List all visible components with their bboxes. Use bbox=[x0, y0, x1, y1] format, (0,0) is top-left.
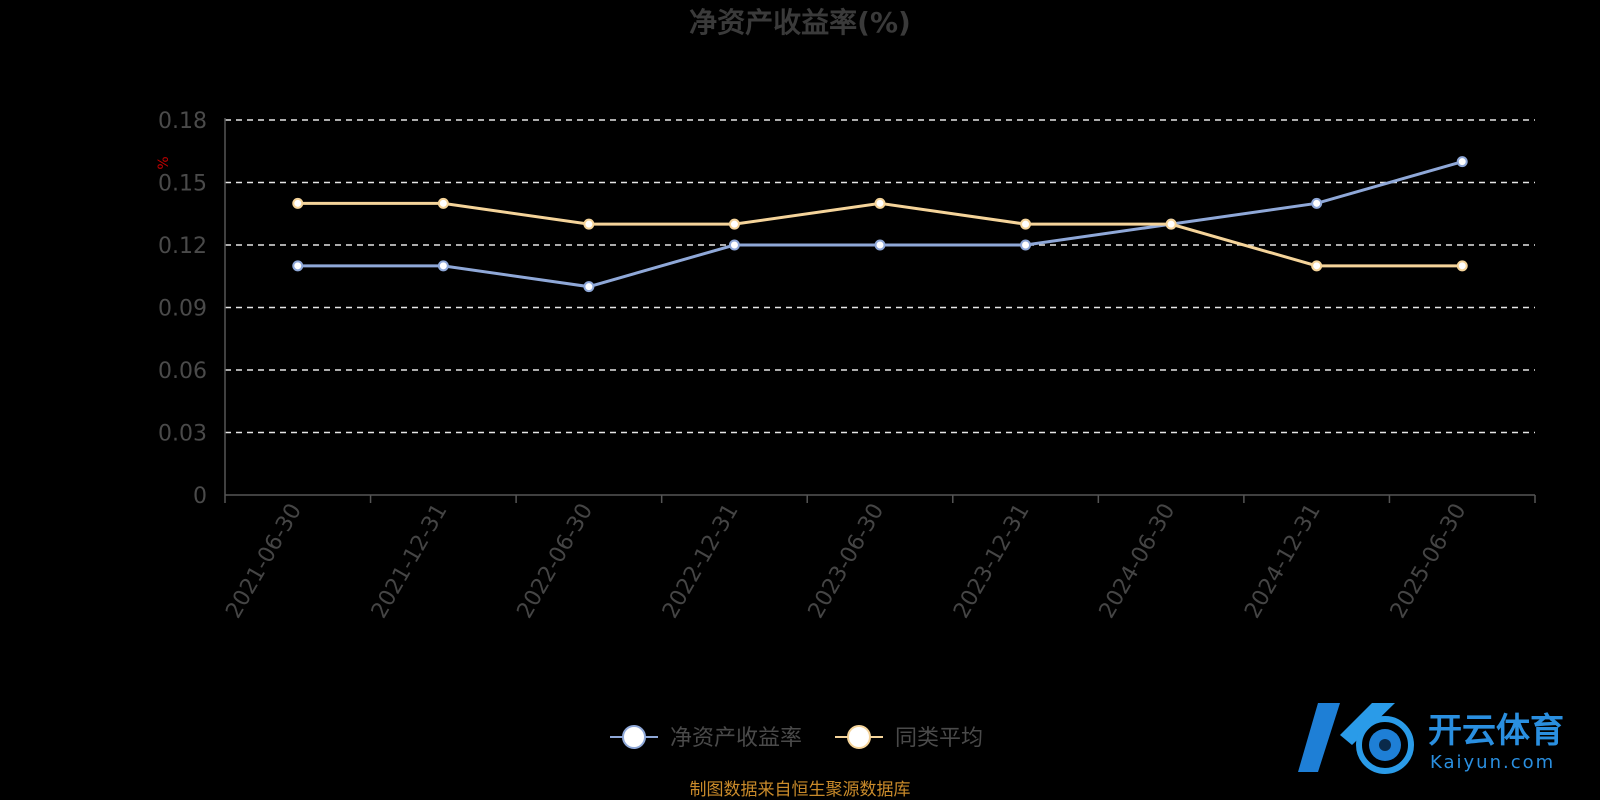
grid-lines bbox=[225, 119, 1535, 434]
x-tick-label: 2022-12-31 bbox=[658, 500, 744, 623]
series bbox=[292, 156, 1468, 293]
series-roe bbox=[292, 156, 1468, 293]
axes bbox=[224, 118, 1536, 503]
y-tick-label: 0.09 bbox=[158, 297, 207, 322]
legend[interactable]: 净资产收益率 同类平均 bbox=[610, 725, 983, 751]
x-tick-labels: 2021-06-30 2021-12-31 2022-06-30 2022-12-31… bbox=[221, 500, 1471, 623]
series-line bbox=[297, 201, 1463, 268]
data-point[interactable] bbox=[1311, 260, 1323, 272]
data-point[interactable] bbox=[728, 218, 740, 230]
data-point[interactable] bbox=[292, 260, 304, 272]
legend-item-roe[interactable]: 净资产收益率 bbox=[610, 725, 802, 751]
logo-text-en: Kaiyun.com bbox=[1430, 752, 1555, 773]
y-unit-label: % bbox=[156, 156, 172, 169]
x-tick-label: 2024-06-30 bbox=[1095, 500, 1181, 623]
data-point[interactable] bbox=[583, 218, 595, 230]
source-note: 制图数据来自恒生聚源数据库 bbox=[690, 780, 911, 800]
x-tick-label: 2023-06-30 bbox=[804, 500, 890, 623]
chart-title: 净资产收益率(%) bbox=[689, 6, 911, 39]
legend-label-peer-average: 同类平均 bbox=[895, 726, 983, 751]
x-tick-label: 2023-12-31 bbox=[949, 500, 1035, 623]
x-tick-label: 2024-12-31 bbox=[1240, 500, 1326, 623]
data-point[interactable] bbox=[874, 239, 886, 251]
x-tick-label: 2021-12-31 bbox=[367, 500, 453, 623]
y-tick-label: 0 bbox=[193, 484, 207, 509]
data-point[interactable] bbox=[1165, 218, 1177, 230]
series-peer-average bbox=[292, 197, 1468, 272]
data-point[interactable] bbox=[874, 197, 886, 209]
y-tick-label: 0.06 bbox=[158, 359, 207, 384]
y-tick-label: 0.18 bbox=[158, 109, 207, 134]
data-point[interactable] bbox=[437, 197, 449, 209]
data-point[interactable] bbox=[1311, 197, 1323, 209]
watermark-logo: 开云体育 Kaiyun.com bbox=[1298, 703, 1564, 774]
x-tick-label: 2022-06-30 bbox=[513, 500, 599, 623]
series-line bbox=[297, 160, 1463, 289]
legend-label-roe: 净资产收益率 bbox=[670, 726, 802, 751]
legend-marker-peer-average bbox=[847, 725, 871, 749]
data-point[interactable] bbox=[1020, 239, 1032, 251]
y-tick-label: 0.12 bbox=[158, 234, 207, 259]
legend-marker-roe bbox=[622, 725, 646, 749]
y-tick-label: 0.15 bbox=[158, 172, 207, 197]
data-point[interactable] bbox=[292, 197, 304, 209]
data-point[interactable] bbox=[437, 260, 449, 272]
logo-text-cn: 开云体育 bbox=[1428, 711, 1564, 751]
kaiyun-logo-icon bbox=[1298, 703, 1414, 774]
data-point[interactable] bbox=[728, 239, 740, 251]
data-point[interactable] bbox=[1456, 260, 1468, 272]
y-tick-label: 0.03 bbox=[158, 422, 207, 447]
x-tick-label: 2025-06-30 bbox=[1386, 500, 1472, 623]
data-point[interactable] bbox=[1456, 156, 1468, 168]
x-tick-label: 2021-06-30 bbox=[221, 500, 307, 623]
data-point[interactable] bbox=[583, 281, 595, 293]
data-point[interactable] bbox=[1020, 218, 1032, 230]
y-tick-labels: 0 0.03 0.06 0.09 0.12 0.15 0.18 bbox=[158, 109, 207, 509]
legend-item-peer-average[interactable]: 同类平均 bbox=[835, 725, 983, 751]
